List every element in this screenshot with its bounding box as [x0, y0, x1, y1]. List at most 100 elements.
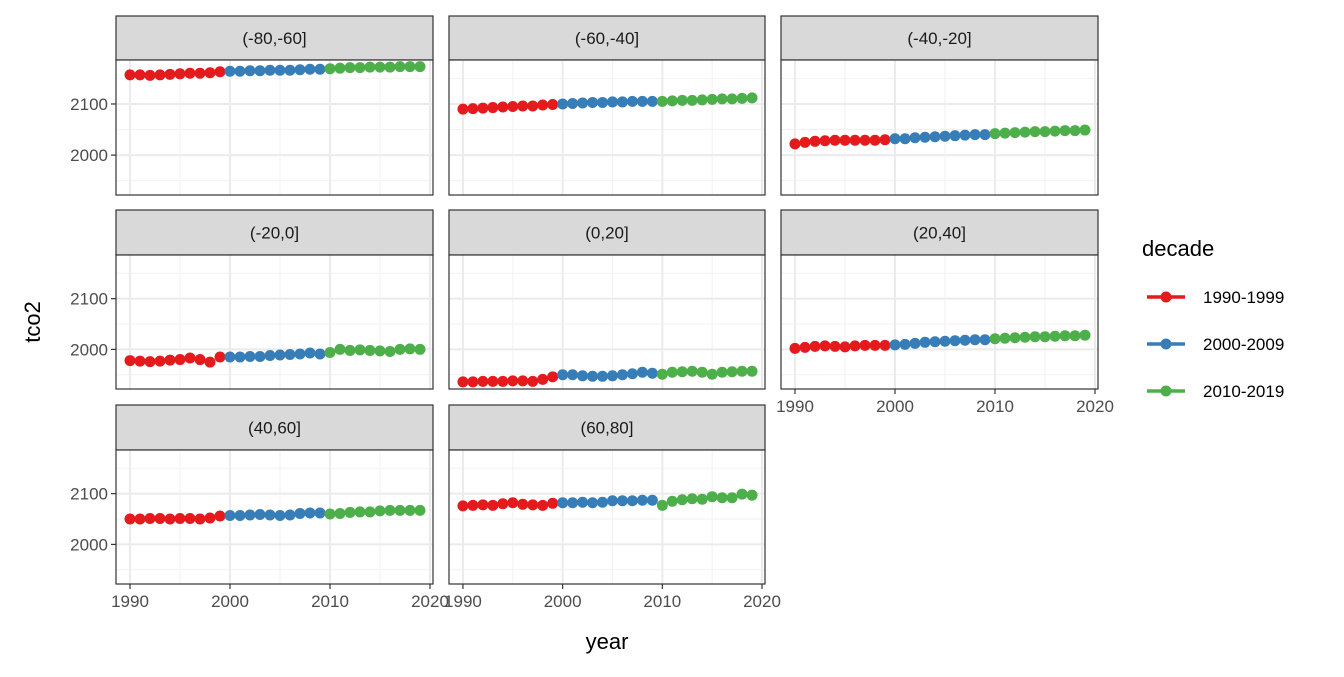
data-point — [676, 494, 688, 506]
data-point — [636, 366, 648, 378]
data-point — [919, 336, 931, 348]
facet-panels: (-80,-60] 2000 2100 (-60,-40] (-40,-20] (-20,… — [70, 15, 1114, 611]
data-point — [334, 507, 346, 519]
data-point — [567, 97, 579, 109]
data-point — [404, 61, 416, 73]
data-point — [557, 369, 569, 381]
data-point — [547, 371, 559, 383]
data-point — [696, 94, 708, 106]
data-point — [597, 496, 609, 508]
data-point — [809, 135, 821, 147]
panel-background — [449, 60, 765, 195]
data-point — [244, 509, 256, 521]
data-point — [194, 67, 206, 79]
data-point — [646, 95, 658, 107]
data-point — [606, 495, 618, 507]
y-tick-label: 2100 — [70, 290, 108, 309]
data-point — [799, 341, 811, 353]
data-point — [537, 99, 549, 111]
data-point — [214, 351, 226, 363]
x-tick-label: 1990 — [444, 592, 482, 611]
data-point — [284, 509, 296, 521]
data-point — [264, 350, 276, 361]
data-point — [889, 133, 901, 145]
x-tick-label: 2000 — [211, 592, 249, 611]
data-point — [254, 65, 266, 77]
data-point — [696, 493, 708, 505]
data-point — [646, 494, 658, 506]
data-point — [224, 65, 236, 77]
data-point — [1029, 331, 1041, 343]
data-point — [969, 334, 981, 346]
data-point — [547, 497, 559, 509]
data-point — [507, 497, 519, 509]
data-point — [686, 493, 698, 505]
legend-key-point — [1160, 338, 1172, 350]
data-point — [949, 130, 961, 142]
data-point — [829, 134, 841, 146]
data-point — [414, 504, 426, 516]
data-point — [899, 338, 911, 350]
data-point — [467, 103, 479, 115]
legend-label: 2000-2009 — [1203, 335, 1284, 354]
data-point — [364, 61, 376, 73]
data-point — [1049, 125, 1061, 137]
facet-panel: (-20,0] 2000 2100 — [70, 209, 434, 390]
data-point — [989, 128, 1001, 140]
data-point — [746, 365, 758, 377]
data-point — [656, 368, 668, 380]
facet-strip — [448, 209, 766, 256]
data-point — [527, 375, 539, 387]
data-point — [324, 63, 336, 75]
data-point — [726, 93, 738, 105]
data-point — [899, 133, 911, 145]
data-point — [394, 504, 406, 516]
data-point — [124, 69, 136, 81]
data-point — [1019, 126, 1031, 138]
data-point — [577, 370, 589, 382]
data-point — [849, 340, 861, 352]
y-axis-title: tco2 — [20, 301, 45, 343]
y-tick-label: 2100 — [70, 485, 108, 504]
data-point — [314, 63, 326, 75]
data-point — [374, 345, 386, 357]
facet-strip — [448, 404, 766, 451]
facet-strip — [780, 209, 1099, 256]
y-tick-label: 2000 — [70, 146, 108, 165]
data-point — [929, 336, 941, 348]
data-point — [154, 355, 166, 367]
data-point — [284, 348, 296, 360]
data-point — [144, 513, 156, 525]
data-point — [636, 95, 648, 107]
data-point — [164, 68, 176, 80]
data-point — [829, 340, 841, 352]
panel-border — [780, 254, 1099, 390]
data-point — [404, 504, 416, 516]
data-point — [507, 375, 519, 387]
facet-strip-label: (-20,0] — [250, 224, 299, 243]
data-point — [457, 376, 469, 388]
data-point — [394, 61, 406, 73]
data-point — [214, 66, 226, 78]
data-point — [414, 61, 426, 73]
data-point — [706, 93, 718, 105]
legend-key-point — [1160, 385, 1172, 397]
y-tick-label: 2000 — [70, 340, 108, 359]
data-point — [736, 488, 748, 500]
data-point — [557, 497, 569, 509]
data-point — [214, 510, 226, 522]
data-point — [736, 365, 748, 377]
data-point — [726, 492, 738, 504]
facet-panel: (0,20] — [448, 209, 766, 390]
data-point — [616, 369, 628, 381]
data-point — [597, 370, 609, 382]
data-point — [334, 343, 346, 355]
facet-strip-label: (60,80] — [581, 419, 634, 438]
data-point — [164, 354, 176, 366]
data-point — [134, 513, 146, 525]
data-point — [1069, 330, 1081, 342]
data-point — [919, 131, 931, 143]
data-point — [606, 370, 618, 382]
x-tick-label: 2000 — [544, 592, 582, 611]
data-point — [204, 356, 216, 368]
